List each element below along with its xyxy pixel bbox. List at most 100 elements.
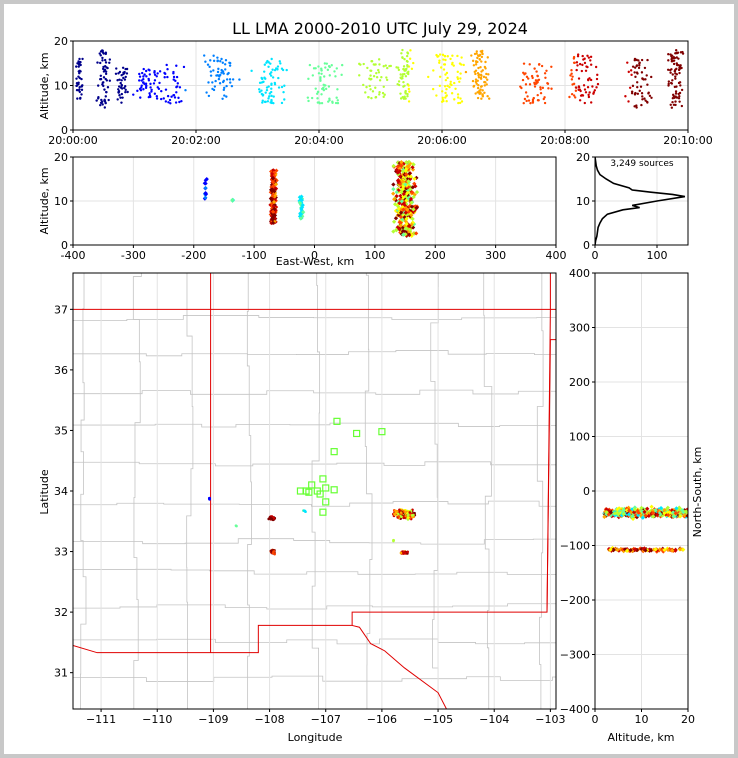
source-point [631, 65, 635, 68]
source-point [165, 63, 168, 67]
x-tick-label: 100 [364, 249, 385, 262]
source-point [450, 63, 454, 66]
source-point [175, 91, 178, 94]
source-point [80, 77, 83, 81]
east-west-xlabel: East-West, km [276, 255, 354, 268]
source-point [481, 95, 485, 98]
source-point [445, 94, 448, 97]
source-point [432, 69, 435, 72]
source-point [653, 547, 658, 552]
y-tick-label: 10 [576, 195, 590, 208]
source-point [470, 54, 473, 57]
source-point [316, 97, 319, 100]
source-point [645, 506, 650, 511]
source-point [271, 68, 274, 71]
source-point [476, 91, 479, 94]
source-point [404, 97, 407, 100]
source-point [677, 81, 681, 85]
source-point [577, 85, 581, 88]
source-point [330, 64, 333, 67]
source-point [459, 77, 462, 80]
source-point [533, 67, 536, 70]
source-point [407, 223, 412, 229]
source-point [674, 100, 677, 103]
source-point [638, 61, 641, 64]
source-point [269, 62, 272, 65]
source-point [615, 547, 620, 552]
source-point [460, 63, 463, 66]
source-point [403, 95, 406, 98]
source-point [138, 75, 142, 78]
source-point [398, 193, 403, 198]
source-point [608, 547, 613, 552]
source-point [261, 99, 264, 102]
source-point [640, 515, 645, 520]
source-point [280, 101, 284, 105]
source-point [124, 75, 127, 79]
source-point [182, 65, 186, 69]
source-point [143, 73, 146, 76]
source-point [456, 93, 460, 96]
source-point [636, 510, 641, 515]
y-tick-label: 400 [569, 267, 590, 280]
source-point [643, 97, 646, 100]
source-point [382, 85, 385, 88]
source-point [263, 63, 267, 66]
source-point [368, 84, 371, 88]
source-point [270, 94, 273, 98]
source-point [571, 75, 574, 78]
source-point [399, 199, 404, 204]
source-point [382, 95, 385, 99]
source-point [407, 227, 413, 232]
source-point [481, 52, 484, 56]
source-point [153, 69, 156, 73]
source-point [163, 71, 166, 75]
source-point [650, 96, 653, 100]
x-tick-label: -200 [181, 249, 206, 262]
source-point [80, 93, 83, 96]
source-point [307, 77, 310, 81]
county-boundary [186, 273, 194, 709]
source-point [211, 81, 214, 84]
source-point [580, 69, 584, 73]
source-point [522, 62, 526, 65]
north-south-xlabel: Altitude, km [607, 731, 674, 744]
source-point [395, 170, 400, 175]
source-point [166, 94, 170, 98]
lma-station-marker [353, 429, 361, 438]
source-point [104, 101, 107, 105]
source-point [681, 547, 686, 552]
source-point [401, 232, 406, 237]
source-point [208, 498, 211, 501]
source-point [647, 91, 650, 94]
source-point [611, 547, 616, 552]
source-point [550, 87, 553, 90]
source-point [444, 73, 447, 76]
source-point [402, 67, 405, 71]
source-point [104, 70, 108, 73]
source-point [276, 68, 279, 71]
source-point [458, 80, 461, 84]
source-point [229, 81, 232, 84]
source-point [207, 81, 210, 84]
source-point [627, 100, 630, 103]
x-tick-label: 20:04:00 [294, 134, 343, 147]
source-point [203, 185, 208, 191]
source-point [438, 75, 442, 78]
source-point [117, 72, 120, 75]
source-point [119, 96, 122, 99]
source-point [317, 65, 320, 68]
source-point [409, 49, 412, 52]
x-tick-label: −106 [367, 713, 397, 726]
source-point [536, 81, 539, 84]
source-point [340, 63, 344, 67]
source-point [569, 74, 572, 77]
source-point [205, 91, 208, 94]
source-point [487, 73, 490, 76]
source-point [269, 101, 272, 104]
source-point [174, 101, 178, 104]
source-point [120, 79, 123, 82]
y-tick-label: 33 [54, 546, 68, 559]
source-point [533, 81, 536, 85]
source-point [674, 506, 679, 511]
